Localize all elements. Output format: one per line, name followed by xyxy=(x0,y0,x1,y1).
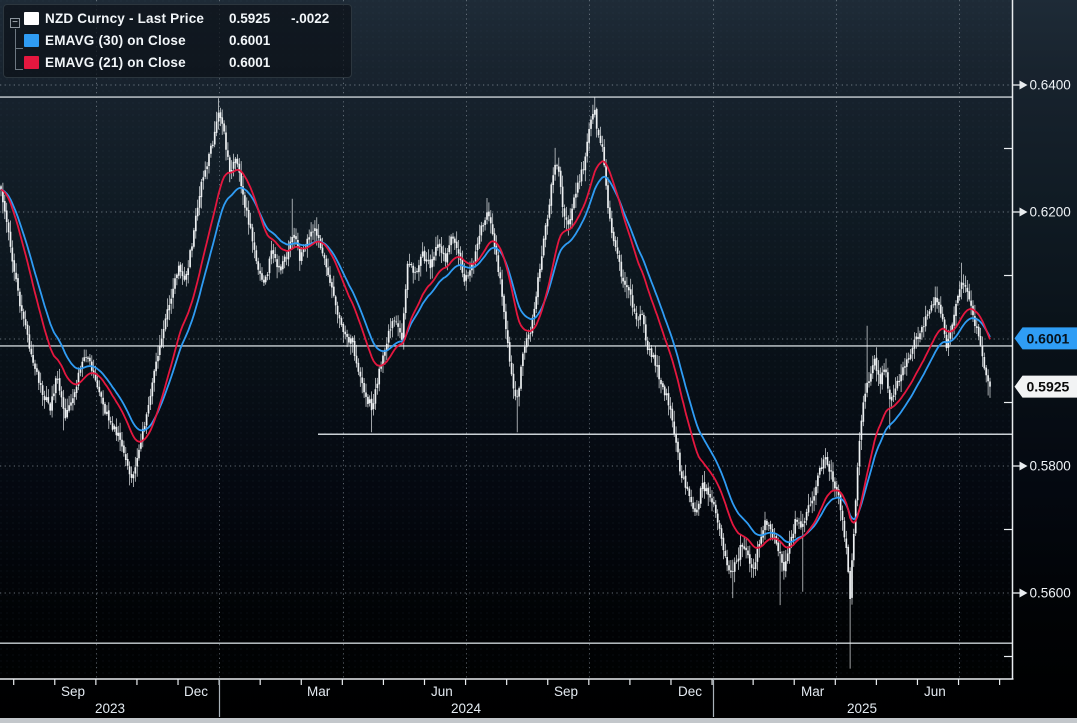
gridlines xyxy=(0,0,1012,679)
support-resistance-lines[interactable] xyxy=(0,96,1012,644)
y-tick-arrow-icon xyxy=(1019,588,1028,598)
series-value: 0.5925 xyxy=(229,10,271,26)
series-label: NZD Curncy - Last Price xyxy=(45,10,205,26)
x-axis-year-label[interactable]: 2025 xyxy=(847,701,877,716)
y-axis-price-label[interactable]: 0.5800 xyxy=(1030,459,1071,474)
x-axis-month-label[interactable]: Jun xyxy=(924,684,946,699)
series-change: -.0022 xyxy=(291,10,330,26)
price-badge[interactable] xyxy=(1014,327,1077,350)
y-tick-arrow-icon xyxy=(1019,80,1028,90)
x-axis-labels: Sep Dec Mar Jun Sep Dec Mar Jun 2023 2024 2025 xyxy=(61,684,946,716)
emavg-21-line xyxy=(0,160,991,549)
series-color-swatch xyxy=(24,55,39,69)
legend-tree-line xyxy=(15,48,23,49)
x-axis-year-label[interactable]: 2024 xyxy=(451,701,482,716)
x-axis-month-label[interactable]: Sep xyxy=(554,684,578,699)
series-label: EMAVG (30) on Close xyxy=(45,32,186,48)
candle-bodies xyxy=(0,108,991,599)
legend-tree-line xyxy=(15,29,16,69)
x-axis-month-label[interactable]: Mar xyxy=(801,684,825,699)
price-badge[interactable] xyxy=(1014,375,1077,398)
x-axis-month-label[interactable]: Dec xyxy=(678,684,702,699)
plot-texture xyxy=(0,0,1012,679)
emavg-30-line xyxy=(0,175,991,543)
legend-row-emavg-21[interactable]: EMAVG (21) on Close 0.6001 xyxy=(24,51,347,73)
y-axis-labels: 0.6400 0.6200 0.5800 0.5600 xyxy=(1012,78,1071,601)
price-badge-label: 0.6001 xyxy=(1027,330,1070,346)
y-axis-price-label[interactable]: 0.6400 xyxy=(1030,78,1071,93)
axes xyxy=(0,0,1014,717)
x-axis-month-label[interactable]: Jun xyxy=(431,684,453,699)
x-axis-year-label[interactable]: 2023 xyxy=(95,701,125,716)
series-color-swatch xyxy=(24,33,39,47)
price-badge-label: 0.5925 xyxy=(1027,379,1070,395)
x-axis-month-label[interactable]: Dec xyxy=(184,684,208,699)
legend-row-last-price[interactable]: NZD Curncy - Last Price 0.5925 -.0022 xyxy=(24,7,347,29)
legend-panel: − NZD Curncy - Last Price 0.5925 -.0022 … xyxy=(3,4,352,78)
series-color-swatch xyxy=(24,11,39,25)
y-tick-arrow-icon xyxy=(1019,461,1028,471)
x-axis-month-label[interactable]: Sep xyxy=(61,684,85,699)
legend-row-emavg-30[interactable]: EMAVG (30) on Close 0.6001 xyxy=(24,29,347,51)
series-value: 0.6001 xyxy=(229,54,271,70)
legend-collapse-toggle[interactable]: − xyxy=(10,18,20,28)
ema-lines xyxy=(0,160,991,549)
y-axis-price-label[interactable]: 0.6200 xyxy=(1030,205,1071,220)
taskbar-strip xyxy=(0,718,1077,723)
legend-tree-line xyxy=(15,69,23,70)
price-badges: 0.6001 0.5925 xyxy=(1014,327,1077,398)
series-label: EMAVG (21) on Close xyxy=(45,54,186,70)
x-axis-month-label[interactable]: Mar xyxy=(307,684,331,699)
y-axis-price-label[interactable]: 0.5600 xyxy=(1030,586,1071,601)
y-tick-arrow-icon xyxy=(1019,207,1028,217)
series-value: 0.6001 xyxy=(229,32,271,48)
